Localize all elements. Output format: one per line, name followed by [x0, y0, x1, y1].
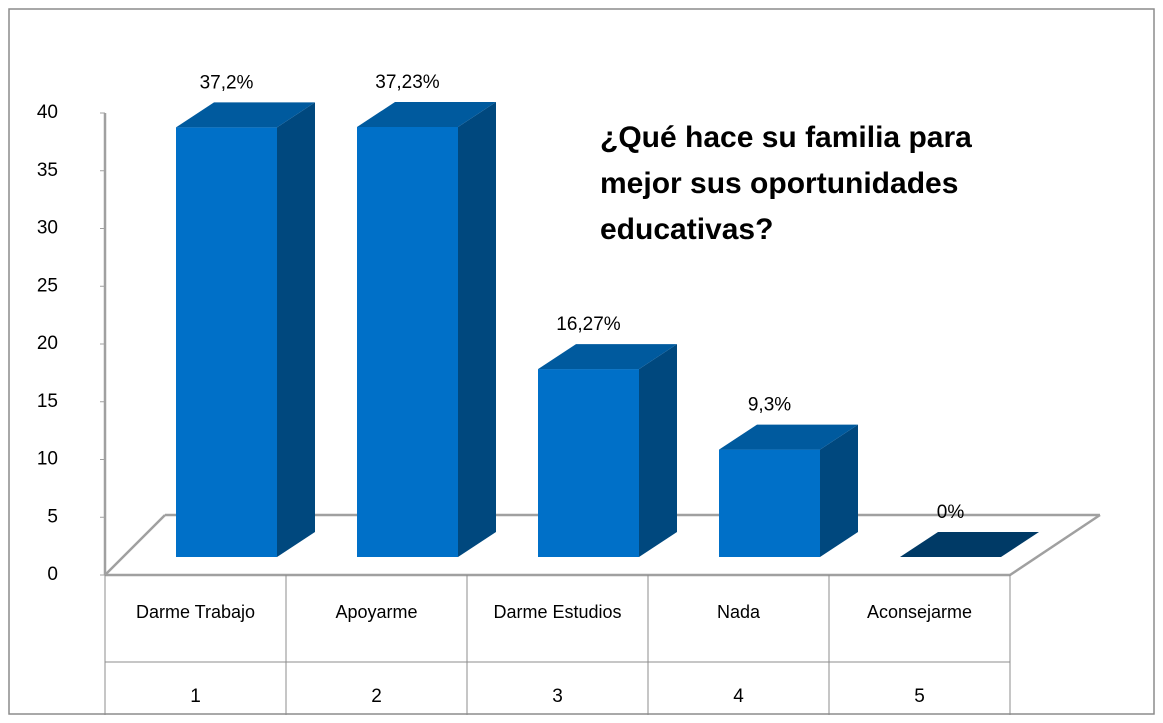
bar-top: [538, 344, 677, 370]
x-tick-label-box: Nada: [716, 602, 761, 622]
bar: [719, 424, 858, 557]
bar-side: [458, 101, 496, 557]
x-tick-label-box: Apoyarme: [335, 602, 418, 622]
x-tick-label-box: Aconsejarme: [866, 602, 973, 622]
bar-side: [639, 344, 677, 557]
floor-right: [1009, 513, 1101, 577]
bar-front: [176, 127, 277, 557]
y-tick-label: 0: [47, 564, 58, 585]
bar-side: [277, 102, 315, 557]
x-tick-label-box: Darme Trabajo: [135, 602, 256, 622]
x-tick-label-box: Darme Estudios: [493, 602, 622, 622]
x-tick-label: Aconsejarme: [866, 602, 973, 622]
x-tick-number: 4: [733, 686, 744, 707]
x-tick-number: 2: [371, 686, 382, 707]
bar: [357, 101, 496, 557]
y-tick-label: 25: [37, 275, 58, 296]
value-label: 0%: [937, 502, 965, 523]
bar-top: [900, 532, 1039, 557]
y-tick-label: 35: [37, 160, 58, 181]
value-label: 16,27%: [556, 314, 621, 335]
x-tick-label: Darme Estudios: [493, 602, 622, 622]
chart-title: ¿Qué hace su familia para mejor sus opor…: [600, 121, 972, 246]
bar-top: [719, 424, 858, 450]
bar-front: [538, 369, 639, 557]
bar-top: [357, 101, 496, 127]
value-label: 37,2%: [200, 72, 254, 93]
y-tick-label: 10: [37, 449, 58, 470]
value-label: 9,3%: [748, 395, 791, 416]
x-tick-number: 5: [914, 686, 925, 707]
bar-front: [357, 126, 458, 557]
y-tick-label: 5: [47, 506, 58, 527]
x-tick-label: Apoyarme: [335, 602, 418, 622]
bar: [176, 102, 315, 557]
bar-side: [820, 424, 858, 557]
bar: [538, 344, 677, 557]
x-tick-label: Nada: [716, 602, 761, 622]
x-tick-number: 1: [190, 686, 201, 707]
x-tick-number: 3: [552, 686, 563, 707]
bar-top: [176, 102, 315, 128]
title-box: ¿Qué hace su familia para mejor sus opor…: [600, 121, 972, 246]
y-tick-label: 30: [37, 218, 58, 239]
value-label: 37,23%: [375, 72, 440, 93]
bar-front: [719, 449, 820, 557]
y-tick-label: 40: [37, 102, 58, 123]
y-tick-label: 15: [37, 391, 58, 412]
bar: [900, 532, 1039, 557]
floor-left: [104, 514, 166, 576]
x-tick-label: Darme Trabajo: [135, 602, 256, 622]
y-tick-label: 20: [37, 333, 58, 354]
